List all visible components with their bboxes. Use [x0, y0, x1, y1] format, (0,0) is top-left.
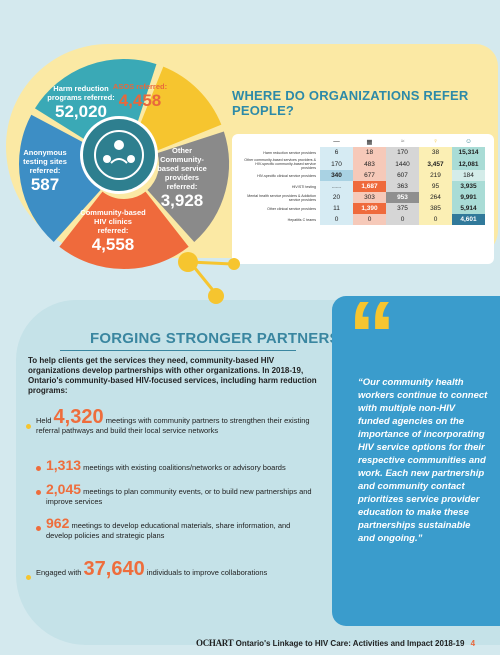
segment-hiv-clinics: Community-based HIV clinics referred: 4,…	[80, 208, 146, 254]
syringe-icon: —	[333, 138, 340, 145]
quote-card	[332, 296, 500, 626]
held-meetings: Held 4,320 meetings with community partn…	[36, 406, 310, 435]
referral-donut	[19, 59, 229, 269]
hands-icon: ≈	[400, 138, 405, 145]
donut-segment	[146, 131, 229, 243]
donut-segment	[135, 66, 222, 153]
partnerships-title: FORGING STRONGER PARTNERSHIPS	[90, 330, 376, 347]
table-row: HIV-specific clinical service providers …	[238, 170, 485, 181]
bullet-dot	[36, 490, 41, 495]
table-row: Mental health service providers & Addict…	[238, 192, 485, 203]
ochart-logo: OCHART	[196, 638, 234, 648]
sub-bullet: 962 meetings to develop educational mate…	[46, 515, 291, 540]
bullet-dot	[26, 575, 31, 580]
refer-title: WHERE DO ORGANIZATIONS REFER PEOPLE?	[232, 88, 469, 118]
bullet-dot	[36, 466, 41, 471]
segment-other-community: Other Community-based service providers …	[157, 146, 207, 210]
segment-anonymous-testing: Anonymous testing sites referred: 587	[23, 148, 67, 194]
table-header-row: — ▦ ≈ ♀ ☺	[238, 136, 485, 147]
table-row: Harm reduction service providers 6 18 17…	[238, 147, 485, 158]
page-number: 4	[470, 639, 476, 648]
quote-text: “Our community health workers continue t…	[358, 377, 488, 544]
people-group-icon: ☺	[465, 138, 472, 145]
refer-table: — ▦ ≈ ♀ ☺ Harm reduction service provide…	[238, 136, 485, 225]
donut-segment	[19, 114, 102, 243]
partnerships-intro: To help clients get the services they ne…	[28, 356, 317, 395]
segment-asos: ASOS referred: 4,458	[112, 82, 168, 110]
engaged-individuals: Engaged with 37,640 individuals to impro…	[36, 558, 268, 580]
table-row: Hepatitis C teams 0 0 0 0 4,601	[238, 214, 485, 225]
table-row: Other community-based services providers…	[238, 158, 485, 170]
people-icon	[80, 116, 158, 194]
ribbon-icon: ♀	[433, 138, 438, 145]
quote-mark-icon: “	[348, 282, 396, 389]
title-divider	[60, 350, 296, 351]
table-row: Other clinical service providers 11 1,39…	[238, 203, 485, 214]
donut-segment	[34, 59, 157, 147]
footer: OCHART Ontario's Linkage to HIV Care: Ac…	[196, 638, 475, 648]
donut-segment	[59, 190, 189, 269]
footer-title: Ontario's Linkage to HIV Care: Activitie…	[235, 639, 465, 648]
bullet-dot	[26, 424, 31, 429]
bullet-dot	[36, 526, 41, 531]
sub-bullet: 2,045 meetings to plan community events,…	[46, 481, 312, 506]
segment-harm-reduction: Harm reduction programs referred: 52,020	[47, 84, 115, 121]
sub-bullet: 1,313 meetings with existing coalitions/…	[46, 457, 286, 473]
connector-graphic	[178, 252, 240, 304]
table-row: HIV/STI testing ------- 1,687 363 95 3,9…	[238, 181, 485, 192]
clinic-icon: ▦	[366, 138, 373, 146]
